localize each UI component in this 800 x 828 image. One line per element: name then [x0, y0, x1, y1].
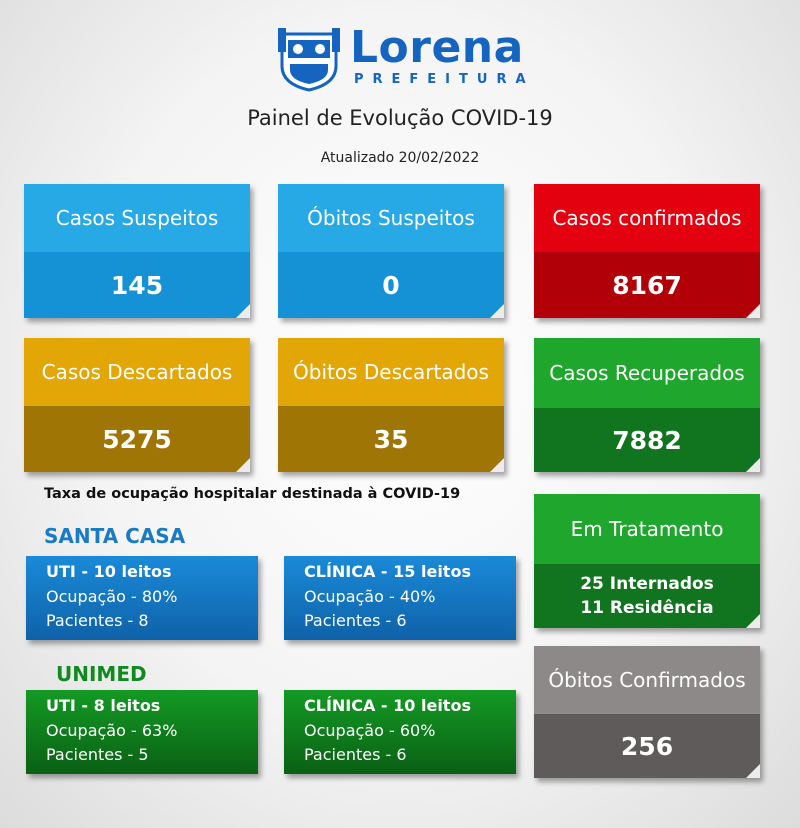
- internados-value: 25 Internados: [580, 574, 714, 594]
- section-santa-casa: SANTA CASA: [44, 524, 186, 548]
- santa-casa-clinica-box: CLÍNICA - 15 leitos Ocupação - 40% Pacie…: [284, 556, 516, 640]
- box-ocupacao: Ocupação - 60%: [304, 721, 436, 740]
- card-casos-descartados: Casos Descartados 5275: [24, 338, 250, 472]
- card-label: Casos Descartados: [24, 338, 250, 406]
- logo-name: Lorena: [350, 22, 524, 73]
- card-value: 7882: [534, 408, 760, 472]
- card-label: Casos Recuperados: [534, 338, 760, 408]
- coat-of-arms-icon: [278, 28, 340, 92]
- card-casos-confirmados: Casos confirmados 8167: [534, 184, 760, 318]
- box-pacientes: Pacientes - 6: [304, 611, 407, 630]
- card-label: Casos confirmados: [534, 184, 760, 252]
- box-title: UTI - 10 leitos: [46, 562, 172, 581]
- card-casos-recuperados: Casos Recuperados 7882: [534, 338, 760, 472]
- unimed-uti-box: UTI - 8 leitos Ocupação - 63% Pacientes …: [26, 690, 258, 774]
- card-label: Casos Suspeitos: [24, 184, 250, 252]
- box-pacientes: Pacientes - 8: [46, 611, 149, 630]
- card-value: 35: [278, 406, 504, 472]
- card-em-tratamento: Em Tratamento 25 Internados 11 Residênci…: [534, 494, 760, 628]
- logo-subtitle: PREFEITURA: [354, 72, 535, 87]
- box-pacientes: Pacientes - 6: [304, 745, 407, 764]
- card-value: 0: [278, 252, 504, 318]
- card-value: 25 Internados 11 Residência: [534, 564, 760, 628]
- card-casos-suspeitos: Casos Suspeitos 145: [24, 184, 250, 318]
- card-value: 8167: [534, 252, 760, 318]
- box-ocupacao: Ocupação - 40%: [304, 587, 436, 606]
- unimed-clinica-box: CLÍNICA - 10 leitos Ocupação - 60% Pacie…: [284, 690, 516, 774]
- update-date: Atualizado 20/02/2022: [320, 150, 480, 166]
- card-obitos-suspeitos: Óbitos Suspeitos 0: [278, 184, 504, 318]
- card-obitos-descartados: Óbitos Descartados 35: [278, 338, 504, 472]
- box-title: UTI - 8 leitos: [46, 696, 161, 715]
- card-label: Óbitos Confirmados: [534, 646, 760, 714]
- lorena-logo: Lorena PREFEITURA: [276, 22, 526, 92]
- card-obitos-confirmados: Óbitos Confirmados 256: [534, 646, 760, 778]
- card-value: 5275: [24, 406, 250, 472]
- card-label: Em Tratamento: [534, 494, 760, 564]
- box-title: CLÍNICA - 10 leitos: [304, 696, 471, 715]
- santa-casa-uti-box: UTI - 10 leitos Ocupação - 80% Pacientes…: [26, 556, 258, 640]
- box-title: CLÍNICA - 15 leitos: [304, 562, 471, 581]
- card-label: Óbitos Suspeitos: [278, 184, 504, 252]
- box-pacientes: Pacientes - 5: [46, 745, 149, 764]
- card-label: Óbitos Descartados: [278, 338, 504, 406]
- section-unimed: UNIMED: [56, 662, 147, 686]
- card-value: 145: [24, 252, 250, 318]
- box-ocupacao: Ocupação - 80%: [46, 587, 178, 606]
- residencia-value: 11 Residência: [580, 598, 714, 618]
- box-ocupacao: Ocupação - 63%: [46, 721, 178, 740]
- occupancy-title: Taxa de ocupação hospitalar destinada à …: [44, 486, 461, 502]
- card-value: 256: [534, 714, 760, 778]
- page-title: Painel de Evolução COVID-19: [247, 106, 553, 130]
